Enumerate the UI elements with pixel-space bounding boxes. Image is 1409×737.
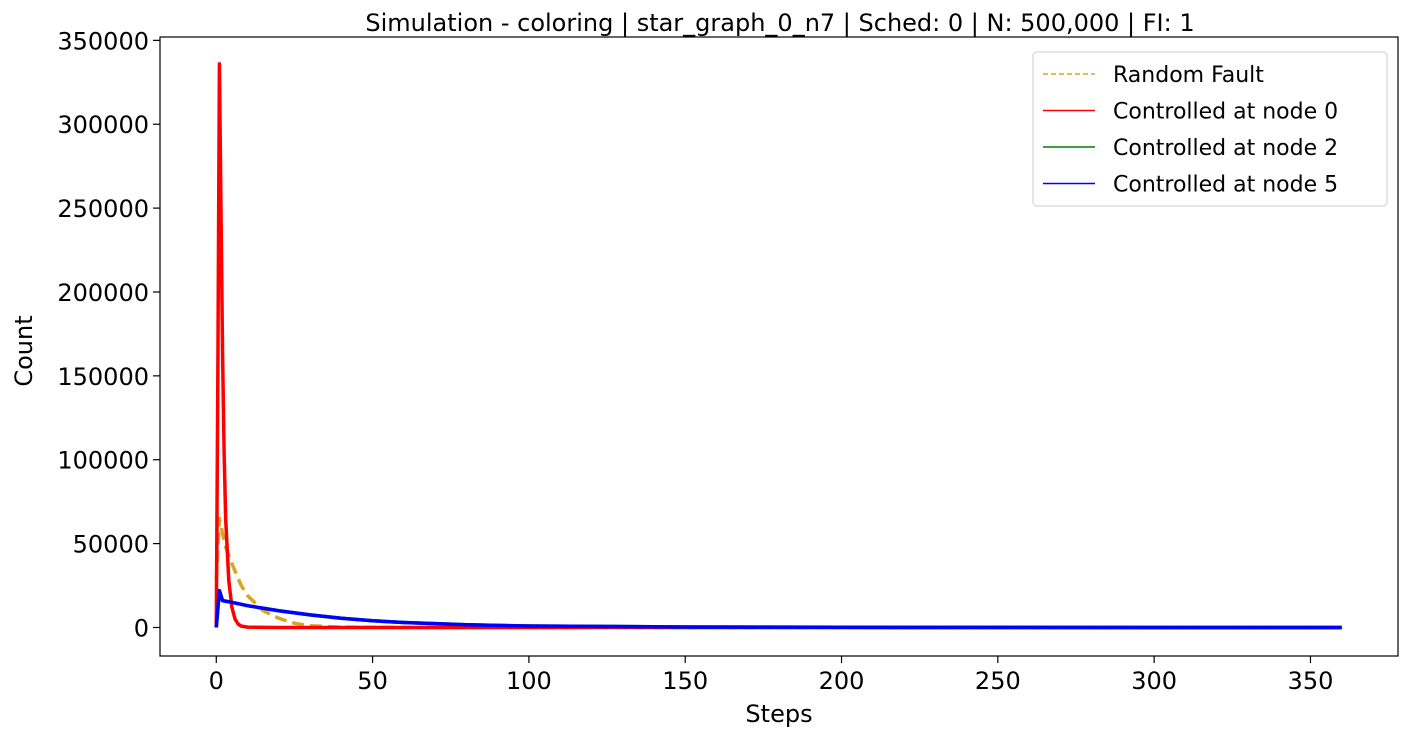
legend-label-4: Controlled at node 5: [1113, 173, 1338, 198]
x-tick-label: 250: [975, 667, 1021, 695]
legend-label-3: Controlled at node 2: [1113, 136, 1338, 161]
x-tick-label: 100: [506, 667, 552, 695]
legend-box: [1032, 51, 1388, 207]
x-tick-label: 50: [357, 667, 388, 695]
y-tick-label: 200000: [57, 279, 149, 307]
x-tick-label: 300: [1131, 667, 1177, 695]
plot-frame: [159, 36, 1399, 657]
y-tick-label: 100000: [57, 447, 149, 475]
legend-label-1: Random Fault: [1113, 63, 1264, 88]
y-tick-label: 350000: [57, 27, 149, 55]
series-line-1: [214, 516, 1342, 630]
chart-title: Simulation - coloring | star_graph_0_n7 …: [365, 9, 1194, 37]
y-tick-label: 150000: [57, 363, 149, 391]
x-tick-label: 350: [1288, 667, 1334, 695]
x-tick-label: 150: [662, 667, 708, 695]
legend: Random Fault Controlled at node 0 Controll…: [1032, 51, 1388, 207]
series-layer: [214, 62, 1342, 630]
x-axis-ticks: 0 50 100 150 200 250 300 350: [209, 656, 1334, 695]
series-line-2: [214, 62, 1342, 630]
y-tick-label: 0: [134, 614, 149, 642]
series-line-4: [214, 588, 1342, 630]
y-tick-label: 300000: [57, 111, 149, 139]
x-tick-label: 0: [209, 667, 224, 695]
y-tick-label: 50000: [73, 531, 149, 559]
y-axis-label: Count: [10, 315, 38, 386]
legend-label-2: Controlled at node 0: [1113, 100, 1338, 125]
x-axis-label: Steps: [745, 700, 812, 728]
x-tick-label: 200: [819, 667, 865, 695]
y-axis-ticks: 0 50000 100000 150000 200000 250000 300000 3500…: [57, 27, 160, 642]
y-tick-label: 250000: [57, 195, 149, 223]
